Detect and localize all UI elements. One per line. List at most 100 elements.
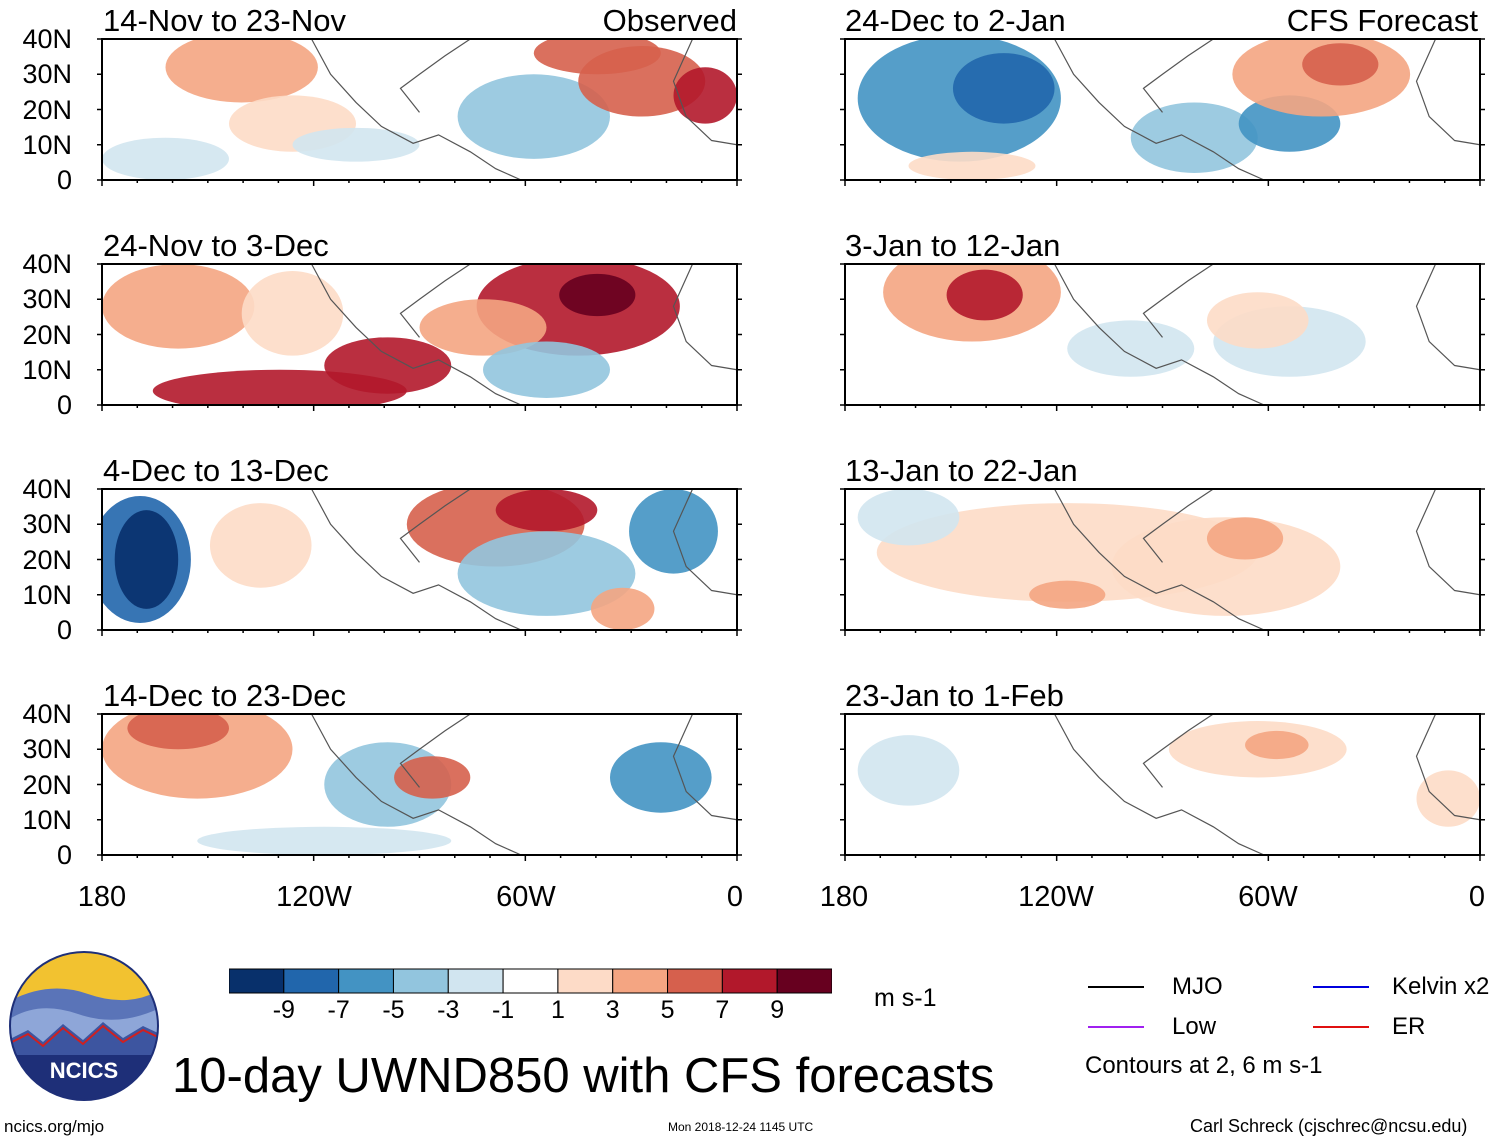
lon-label: 120W (1018, 881, 1094, 913)
lat-label: 40N (22, 699, 72, 729)
anomaly-shading (241, 271, 344, 356)
legend-label-low: Low (1172, 1013, 1217, 1040)
lat-label: 10N (22, 129, 72, 160)
anomaly-shading (857, 489, 960, 546)
anomaly-shading (324, 337, 452, 394)
anomaly-shading (857, 735, 960, 806)
colorbar-units: m s-1 (874, 984, 937, 1012)
anomaly-shading (102, 137, 229, 180)
panel-label-cfs-forecast: CFS Forecast (1286, 3, 1478, 38)
footer-url: ncics.org/mjo (4, 1117, 105, 1136)
coastline (311, 263, 738, 406)
map-panel (840, 263, 1485, 411)
lon-label: 60W (1238, 881, 1298, 913)
legend-swatch-kelvin (1313, 986, 1369, 988)
lat-label: 30N (22, 284, 72, 315)
lat-label: 20N (22, 769, 72, 800)
anomaly-shading (165, 39, 318, 103)
anomaly-shading (1416, 770, 1480, 827)
anomaly-shading (457, 74, 610, 159)
map-panel (840, 488, 1485, 636)
colorbar-swatch (667, 968, 723, 994)
anomaly-shading (559, 273, 636, 317)
colorbar-swatch (502, 968, 559, 994)
anomaly-shading (1302, 43, 1379, 86)
coastline (1054, 713, 1481, 856)
main-title: 10-day UWND850 with CFS forecasts (172, 1049, 995, 1103)
panel-label-observed: Observed (602, 3, 737, 38)
map-panel (97, 488, 742, 636)
panel-title: 14-Nov to 23-Nov (103, 3, 346, 38)
colorbar-tick: -9 (272, 996, 295, 1024)
footer-credit: Carl Schreck (cjschrec@ncsu.edu) (1190, 1116, 1468, 1136)
panel-title: 3-Jan to 12-Jan (845, 228, 1061, 263)
anomaly-shading (495, 489, 598, 532)
legend-label-kelvin: Kelvin x2 (1392, 973, 1490, 1000)
anomaly-shading (1111, 517, 1341, 616)
lat-label: 10N (22, 804, 72, 835)
colorbar-tick: 1 (550, 996, 565, 1024)
lon-label: 60W (496, 881, 556, 913)
lat-label: 10N (22, 354, 72, 385)
anomaly-shading (197, 826, 452, 855)
anomaly-shading (908, 151, 1036, 180)
colorbar-swatch (776, 968, 832, 994)
anomaly-shading (127, 714, 229, 750)
lat-label: 40N (22, 24, 72, 54)
coastline (1054, 38, 1481, 181)
colorbar-tick: -7 (327, 996, 350, 1024)
anomaly-shading (946, 269, 1023, 321)
anomaly-shading (419, 299, 547, 356)
colorbar-swatch (283, 968, 340, 994)
lat-label: 0 (56, 390, 72, 420)
map-panel (97, 38, 742, 186)
map-panel (97, 713, 742, 861)
colorbar-swatch (557, 968, 614, 994)
lon-label: 0 (1468, 881, 1486, 913)
lat-label: 30N (22, 734, 72, 765)
legend-swatch-low (1088, 1026, 1144, 1028)
anomaly-shading (1206, 517, 1284, 560)
lat-label: 10N (22, 579, 72, 610)
colorbar-tick: -5 (382, 996, 405, 1024)
legend-swatch-er (1313, 1026, 1369, 1028)
logo-text: NCICS (50, 1058, 118, 1083)
panel-title: 14-Dec to 23-Dec (103, 678, 346, 713)
lat-label: 0 (56, 165, 72, 195)
anomaly-shading (533, 39, 661, 75)
colorbar-swatch (338, 968, 394, 994)
colorbar-swatch (229, 968, 285, 994)
anomaly-shading (1245, 730, 1309, 760)
contour-note: Contours at 2, 6 m s-1 (1085, 1052, 1323, 1079)
lon-label: 0 (726, 881, 744, 913)
lat-label: 20N (22, 544, 72, 575)
map-panel (97, 263, 742, 411)
colorbar-tick: 9 (770, 996, 785, 1024)
colorbar-swatch (392, 968, 449, 994)
anomaly-shading (590, 587, 655, 630)
coastline (311, 488, 738, 631)
anomaly-shading (673, 67, 737, 124)
anomaly-shading (292, 127, 420, 162)
lon-label: 180 (77, 881, 127, 913)
lat-label: 30N (22, 59, 72, 90)
panel-title: 4-Dec to 13-Dec (103, 453, 329, 488)
footer-timestamp: Mon 2018-12-24 1145 UTC (668, 1120, 814, 1134)
panel-title: 24-Nov to 3-Dec (103, 228, 329, 263)
coastline (311, 38, 738, 181)
colorbar (229, 968, 832, 994)
lon-label: 120W (276, 881, 352, 913)
coastline (311, 713, 738, 856)
ncics-logo: NCICS (9, 951, 159, 1101)
coastline (1054, 263, 1481, 406)
lat-label: 40N (22, 249, 72, 279)
anomaly-shading (952, 53, 1055, 124)
legend-label-er: ER (1392, 1013, 1426, 1040)
lat-label: 0 (56, 840, 72, 870)
anomaly-shading (483, 341, 610, 398)
anomaly-shading (102, 264, 255, 349)
anomaly-shading (209, 503, 312, 588)
lat-label: 40N (22, 474, 72, 504)
coastline (1054, 488, 1481, 631)
map-panel (840, 713, 1485, 861)
